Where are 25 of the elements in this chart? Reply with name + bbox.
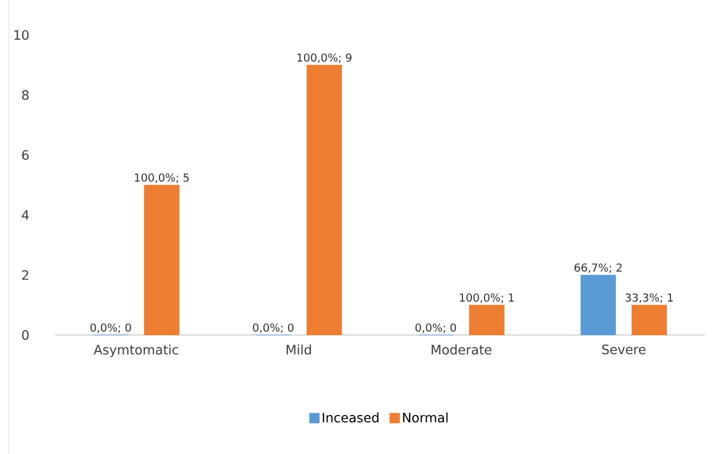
bar xyxy=(632,304,667,336)
x-tick-label: Mild xyxy=(286,344,311,355)
data-label: 100,0%; 1 xyxy=(460,293,514,303)
bar xyxy=(580,274,616,336)
data-label: 0,0%; 0 xyxy=(90,323,131,333)
y-tick-label: 6 xyxy=(22,150,29,160)
data-label: 33,3%; 1 xyxy=(626,293,673,303)
bar xyxy=(306,64,342,336)
data-label: 100,0%; 9 xyxy=(297,53,352,63)
legend-label: Inceased xyxy=(322,412,378,422)
legend-label: Normal xyxy=(403,412,448,422)
y-tick-label: 8 xyxy=(22,90,29,100)
x-tick-label: Moderate xyxy=(432,344,492,355)
x-tick-label: Severe xyxy=(602,344,646,354)
y-tick-label: 10 xyxy=(14,30,29,40)
y-tick-label: 2 xyxy=(22,270,28,280)
y-tick-label: 4 xyxy=(22,210,29,220)
bar xyxy=(144,184,180,336)
bar xyxy=(469,304,504,336)
data-label: 0,0%; 0 xyxy=(415,323,456,333)
y-tick-label: 0 xyxy=(22,330,29,340)
data-label: 0,0%; 0 xyxy=(252,323,294,333)
x-tick-label: Asymtomatic xyxy=(94,344,178,358)
data-label: 66,7%; 2 xyxy=(574,263,622,273)
data-label: 100,0%; 5 xyxy=(134,173,189,183)
